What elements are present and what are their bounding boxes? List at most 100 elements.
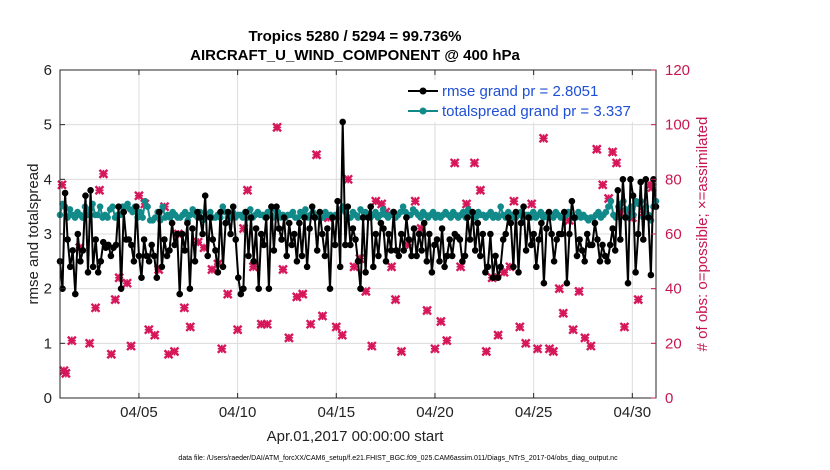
rmse-point (64, 236, 71, 243)
rmse-point (571, 214, 578, 221)
obs-marker (386, 261, 397, 272)
rmse-point (581, 258, 588, 265)
spread-point (607, 197, 615, 205)
rmse-point (469, 208, 476, 216)
rmse-point (105, 241, 112, 249)
spread-point (497, 203, 505, 210)
rmse-point (479, 230, 487, 238)
rmse-point (573, 252, 581, 260)
obs-marker (149, 330, 160, 340)
spread-point (357, 206, 364, 213)
rmse-point (293, 258, 301, 265)
rmse-point (107, 252, 115, 260)
obs-marker (436, 316, 446, 327)
rmse-point (589, 241, 596, 249)
rmse-point (168, 219, 176, 227)
rmse-point (558, 230, 566, 238)
obs-marker (242, 185, 253, 196)
obs-marker (110, 294, 121, 305)
rmse-point (204, 252, 211, 260)
rmse-point (235, 274, 242, 282)
spread-point (109, 203, 116, 210)
obs-marker (586, 341, 596, 351)
spread-point (550, 214, 557, 221)
spread-point (186, 211, 194, 219)
rmse-point (191, 258, 199, 265)
rmse-point (395, 252, 403, 260)
obs-marker (410, 196, 421, 207)
rmse-point (278, 236, 285, 243)
obs-marker (84, 338, 95, 349)
obs-marker (526, 199, 537, 209)
rmse-point (189, 225, 196, 232)
rmse-point (448, 252, 456, 260)
rmse-point (186, 285, 194, 293)
rmse-point (515, 269, 522, 276)
rmse-point (245, 252, 252, 260)
obs-marker (337, 330, 348, 340)
rmse-point (232, 236, 239, 243)
rmse-point (89, 263, 97, 271)
rmse-point (510, 263, 517, 271)
spread-point (397, 208, 404, 216)
rmse-point (540, 279, 548, 287)
spread-point (159, 203, 166, 210)
rmse-point (112, 241, 120, 249)
spread-point (207, 208, 214, 216)
rmse-point (619, 176, 627, 183)
rmse-point (392, 247, 400, 254)
obs-marker (633, 294, 644, 305)
rmse-point (492, 252, 499, 260)
rmse-point (405, 236, 413, 243)
rmse-point (456, 236, 464, 243)
rmse-point (471, 247, 479, 254)
obs-marker (493, 330, 503, 340)
rmse-point (94, 269, 102, 276)
rmse-point (240, 285, 247, 293)
rmse-point (459, 258, 466, 265)
rmse-point (77, 258, 84, 265)
rmse-point (250, 258, 257, 265)
rmse-point (594, 236, 601, 243)
rmse-point (484, 263, 492, 271)
rmse-point (181, 247, 189, 254)
rmse-point (522, 247, 530, 254)
obs-marker (597, 179, 608, 190)
spread-point (494, 214, 502, 221)
spread-point (487, 208, 495, 216)
rmse-point (145, 258, 153, 265)
rmse-point (171, 241, 178, 249)
x-tick-label: 04/10 (219, 404, 257, 421)
obs-marker (430, 343, 440, 354)
spread-point (181, 208, 189, 216)
spread-point (575, 208, 582, 216)
rmse-point (599, 241, 606, 249)
rmse-point (640, 236, 647, 243)
obs-marker (222, 289, 233, 299)
rmse-point (336, 263, 344, 271)
legend-spread-marker (419, 107, 427, 115)
rmse-point (61, 189, 69, 197)
x-tick-label: 04/05 (120, 404, 158, 421)
rmse-point (87, 187, 94, 194)
rmse-point (489, 274, 497, 282)
rmse-point (632, 269, 639, 276)
obs-marker (619, 322, 630, 332)
spread-point (537, 208, 545, 216)
obs-marker (548, 346, 559, 357)
obs-marker (272, 122, 282, 133)
y-right-tick-label: 0 (665, 390, 673, 407)
rmse-point (403, 214, 410, 221)
rmse-point (143, 252, 150, 260)
rmse-point (517, 219, 525, 227)
rmse-point (237, 290, 245, 298)
spread-point (294, 214, 302, 221)
rmse-point (173, 230, 181, 238)
rmse-point (354, 258, 362, 265)
rmse-point (329, 214, 336, 221)
rmse-point (156, 208, 163, 216)
obs-marker (278, 264, 288, 275)
obs-marker (169, 346, 180, 357)
obs-marker (343, 174, 353, 185)
rmse-point (637, 178, 644, 186)
